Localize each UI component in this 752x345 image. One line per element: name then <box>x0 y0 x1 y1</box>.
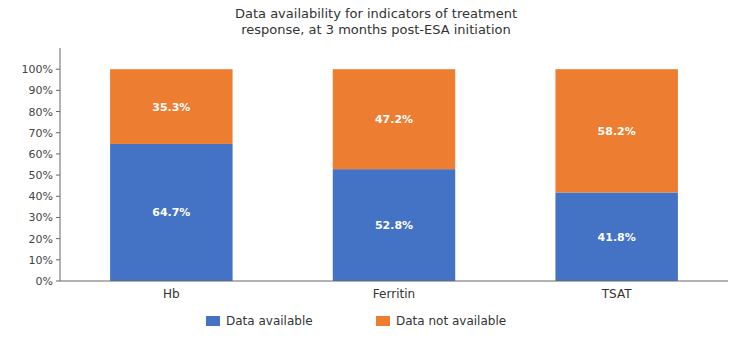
bar-segment <box>110 144 232 281</box>
y-tick <box>56 69 60 70</box>
chart-title: Data availability for indicators of trea… <box>235 6 517 37</box>
y-tick <box>56 196 60 197</box>
x-tick-label: TSAT <box>601 287 632 301</box>
legend-swatch <box>376 316 390 326</box>
y-tick-label: 50% <box>29 169 53 182</box>
y-tick-label: 80% <box>29 106 53 119</box>
title-line: Data availability for indicators of trea… <box>235 6 517 21</box>
data-label: 52.8% <box>375 219 413 232</box>
bars <box>110 69 678 281</box>
y-tick-label: 70% <box>29 127 53 140</box>
y-tick <box>56 175 60 176</box>
legend-swatch <box>206 316 220 326</box>
y-tick-label: 20% <box>29 233 53 246</box>
data-label: 35.3% <box>152 101 190 114</box>
y-tick <box>56 281 60 282</box>
y-tick-label: 30% <box>29 211 53 224</box>
bar-segment <box>555 69 677 192</box>
y-tick <box>56 153 60 154</box>
chart: Data availability for indicators of trea… <box>0 0 752 345</box>
y-tick <box>56 111 60 112</box>
y-tick-label: 10% <box>29 254 53 267</box>
x-axis: Hb Ferritin TSAT <box>60 281 728 301</box>
data-labels: 64.7% 52.8% 41.8% 35.3% 47.2% 58.2% <box>152 101 636 244</box>
x-tick-label: Ferritin <box>373 287 415 301</box>
legend-label: Data available <box>226 314 313 328</box>
y-tick-label: 40% <box>29 190 53 203</box>
legend: Data available Data not available <box>206 314 506 328</box>
data-label: 41.8% <box>598 231 636 244</box>
y-tick <box>56 90 60 91</box>
x-axis-line <box>60 281 728 282</box>
y-axis: 0% 10% 20% 30% 40% 50% 60% 70% 80% 90% 100% <box>22 48 60 288</box>
y-tick-label: 100% <box>22 63 53 76</box>
y-tick-label: 90% <box>29 84 53 97</box>
legend-label: Data not available <box>396 314 506 328</box>
data-label: 47.2% <box>375 113 413 126</box>
y-tick <box>56 217 60 218</box>
y-tick-label: 0% <box>36 275 53 288</box>
y-tick <box>56 259 60 260</box>
bar-segment <box>333 169 455 281</box>
title-line: response, at 3 months post-ESA initiatio… <box>241 22 511 37</box>
bar-segment <box>333 69 455 169</box>
y-tick-label: 60% <box>29 148 53 161</box>
x-tick-label: Hb <box>163 287 180 301</box>
y-axis-line <box>60 48 61 281</box>
data-label: 58.2% <box>598 125 636 138</box>
y-tick <box>56 238 60 239</box>
bar-segment <box>110 69 232 144</box>
data-label: 64.7% <box>152 206 190 219</box>
y-tick <box>56 132 60 133</box>
bar-segment <box>555 192 677 281</box>
